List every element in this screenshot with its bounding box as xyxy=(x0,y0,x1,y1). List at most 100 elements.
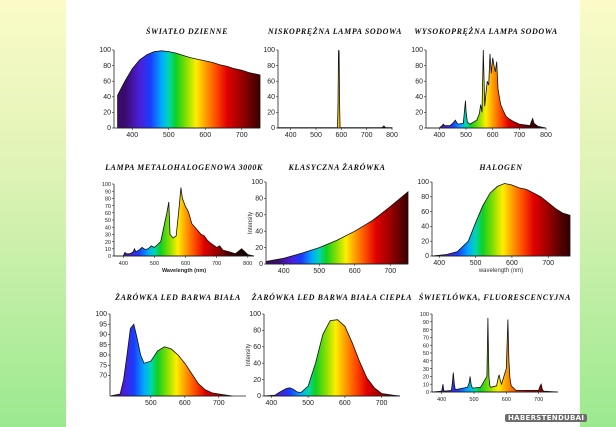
y-tick-label: 40 xyxy=(105,225,111,231)
chart-title: WYSOKOPRĘŻNA LAMPA SODOWA xyxy=(414,26,558,36)
spectra-panel: ŚWIATŁO DZIENNE 0 20 40 60 80 100 400 500 600 700 … xyxy=(66,0,580,427)
y-tick-label: 100 xyxy=(263,47,275,54)
y-tick-label: 80 xyxy=(255,196,263,203)
x-tick-label: 600 xyxy=(506,260,518,267)
x-tick-label: 500 xyxy=(470,260,482,267)
spectrum-area xyxy=(277,49,393,129)
x-tick-label: 600 xyxy=(502,397,511,403)
y-tick-label: 100 xyxy=(249,311,261,318)
y-tick-label: 75 xyxy=(99,362,107,369)
chart-title: ŻARÓWKA LED BARWA BIAŁA CIEPŁA xyxy=(251,292,412,302)
x-tick-label: 400 xyxy=(433,260,445,267)
y-tick-label: 20 xyxy=(415,110,423,117)
spectrum-area xyxy=(426,49,547,129)
x-tick-label: 400 xyxy=(266,400,278,407)
x-tick-label: 400 xyxy=(119,261,128,267)
chart-metal-halide: LAMPA METALOHALOGENOWA 3000K010203040506… xyxy=(102,163,263,274)
y-tick-label: 0 xyxy=(426,390,429,396)
x-tick-label: 600 xyxy=(179,400,191,407)
chart-title: ŚWIETLÓWKA, FLUORESCENCYJNA xyxy=(419,292,571,302)
y-tick-label: 60 xyxy=(267,78,275,85)
y-tick-label: 10 xyxy=(423,382,429,388)
y-tick-label: 60 xyxy=(415,78,423,85)
chart-low-pressure-sodium: NISKOPRĘŻNA LAMPA SODOWA 0 20 40 60 80 100 400 5… xyxy=(263,26,401,139)
x-tick-label: 800 xyxy=(386,132,398,139)
x-tick-label: 400 xyxy=(437,397,446,403)
y-tick-label: 10 xyxy=(105,247,111,253)
y-tick-label: 90 xyxy=(105,189,111,195)
y-tick-label: 100 xyxy=(411,47,423,54)
y-tick-label: 30 xyxy=(105,233,111,239)
y-tick-label: 70 xyxy=(99,373,107,380)
y-tick-label: 60 xyxy=(253,344,261,351)
spectrum-area xyxy=(431,183,571,257)
y-tick-label: 20 xyxy=(423,375,429,381)
y-tick-label: 40 xyxy=(415,94,423,101)
x-tick-label: 700 xyxy=(513,132,525,139)
y-tick-label: 40 xyxy=(421,224,429,231)
x-tick-label: 400 xyxy=(126,132,138,139)
y-tick-label: 20 xyxy=(267,110,275,117)
x-tick-label: 700 xyxy=(212,261,221,267)
y-tick-label: 40 xyxy=(255,228,263,235)
y-tick-label: 50 xyxy=(105,218,111,224)
y-tick-label: 100 xyxy=(99,47,111,54)
y-tick-label: 60 xyxy=(421,209,429,216)
spectrum-area xyxy=(109,323,233,397)
x-axis-label: Wavelength (nm) xyxy=(162,268,206,274)
y-tick-label: 0 xyxy=(259,261,263,268)
y-tick-label: 40 xyxy=(423,359,429,365)
chart-title: KLASYCZNA ŻARÓWKA xyxy=(287,162,385,172)
y-tick-label: 60 xyxy=(105,211,111,217)
y-tick-label: 70 xyxy=(423,336,429,342)
x-tick-label: 500 xyxy=(313,268,325,275)
y-tick-label: 0 xyxy=(108,254,111,260)
x-tick-label: 500 xyxy=(302,400,314,407)
x-tick-label: 700 xyxy=(542,260,554,267)
x-tick-label: 700 xyxy=(534,397,543,403)
y-tick-label: 80 xyxy=(105,197,111,203)
y-tick-label: 50 xyxy=(423,351,429,357)
x-tick-label: 700 xyxy=(361,132,373,139)
x-tick-label: 700 xyxy=(384,268,396,275)
x-tick-label: 500 xyxy=(469,397,478,403)
y-tick-label: 40 xyxy=(103,94,111,101)
y-tick-label: 40 xyxy=(253,360,261,367)
chart-led-warm-white: ŻARÓWKA LED BARWA BIAŁA CIEPŁA 0 20 40 60 80 1… xyxy=(246,292,412,407)
y-tick-label: 100 xyxy=(95,311,107,318)
y-tick-label: 100 xyxy=(251,179,263,186)
chart-title: ŚWIATŁO DZIENNE xyxy=(146,26,228,36)
y-axis-label: Intensity xyxy=(248,212,254,234)
x-tick-label: 700 xyxy=(213,400,225,407)
chart-title: ŻARÓWKA LED BARWA BIAŁA xyxy=(114,292,241,302)
y-tick-label: 0 xyxy=(271,125,275,132)
y-tick-label: 30 xyxy=(423,367,429,373)
y-tick-label: 0 xyxy=(425,253,429,260)
y-tick-label: 70 xyxy=(105,204,111,210)
x-tick-label: 400 xyxy=(278,268,290,275)
spectrum-area xyxy=(431,317,559,393)
y-tick-label: 0 xyxy=(419,125,423,132)
spectrum-area xyxy=(263,319,401,397)
x-tick-label: 700 xyxy=(236,132,248,139)
y-tick-label: 20 xyxy=(255,245,263,252)
x-tick-label: 800 xyxy=(540,132,552,139)
y-tick-label: 80 xyxy=(253,328,261,335)
chart-led-white: ŻARÓWKA LED BARWA BIAŁA 70 75 80 85 90 95 100 50… xyxy=(95,292,246,407)
y-axis-label: Intensity xyxy=(246,344,252,366)
y-tick-label: 20 xyxy=(105,240,111,246)
y-tick-label: 80 xyxy=(99,352,107,359)
x-tick-label: 500 xyxy=(145,400,157,407)
y-tick-label: 90 xyxy=(423,320,429,326)
y-tick-label: 80 xyxy=(423,328,429,334)
y-tick-label: 100 xyxy=(102,182,111,188)
y-tick-label: 100 xyxy=(417,179,429,186)
x-tick-label: 500 xyxy=(460,132,472,139)
y-tick-label: 40 xyxy=(267,94,275,101)
chart-title: HALOGEN xyxy=(478,163,523,172)
y-tick-label: 20 xyxy=(103,110,111,117)
chart-daylight: ŚWIATŁO DZIENNE 0 20 40 60 80 100 400 500 600 700 xyxy=(99,26,261,139)
x-tick-label: 500 xyxy=(163,132,175,139)
y-tick-label: 60 xyxy=(423,343,429,349)
